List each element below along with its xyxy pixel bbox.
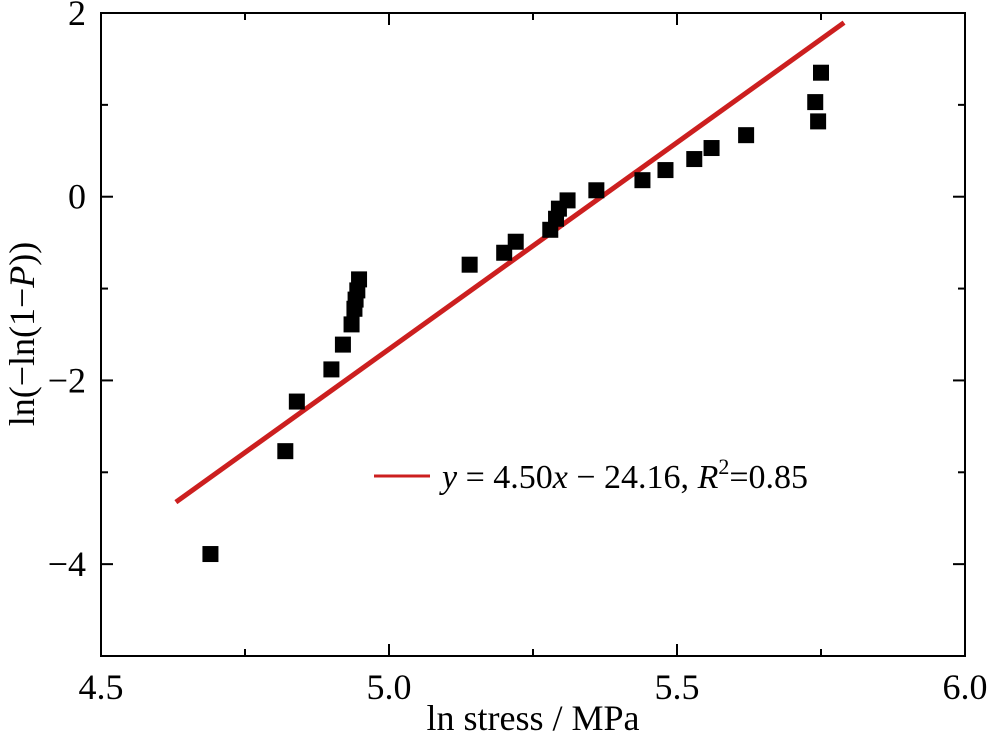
data-point: [807, 94, 824, 111]
y-axis-title-suffix: )): [2, 242, 42, 266]
x-tick-label: 5.0: [367, 667, 412, 707]
data-point: [507, 233, 524, 250]
data-point: [559, 192, 576, 209]
data-point: [288, 393, 305, 410]
legend-y-var: y: [439, 459, 458, 496]
data-point: [202, 546, 219, 563]
data-point: [277, 443, 294, 460]
y-tick-label: 0: [68, 177, 86, 217]
data-point: [334, 336, 351, 353]
data-point: [813, 64, 829, 81]
y-tick-label: 2: [68, 0, 86, 33]
legend-eq-mid: = 4.50: [457, 459, 553, 496]
fit-line-layer: [174, 20, 846, 505]
data-point: [738, 127, 755, 144]
y-axis-title-prefix: ln(−ln(1−: [2, 288, 42, 427]
legend-r-value: =0.85: [729, 459, 808, 496]
data-point: [810, 113, 827, 130]
x-tick-label: 5.5: [655, 667, 700, 707]
x-tick-label: 6.0: [943, 667, 988, 707]
data-point: [323, 361, 340, 378]
data-point: [686, 151, 703, 168]
data-points-layer: [202, 64, 829, 563]
data-point: [703, 140, 720, 157]
y-tick-label: −4: [48, 544, 86, 584]
axis-ticks: [100, 12, 966, 657]
data-point: [588, 182, 605, 199]
x-axis-title: ln stress / MPa: [426, 698, 639, 738]
legend-eq-tail: − 24.16,: [568, 459, 698, 496]
data-point: [351, 271, 368, 288]
y-axis-title: ln(−ln(1−P)): [2, 242, 42, 427]
fit-line: [174, 20, 846, 505]
legend-r-var: R: [697, 459, 719, 496]
y-tick-label: −2: [48, 360, 86, 400]
legend-equation: y = 4.50x − 24.16, R2=0.85: [439, 454, 808, 496]
data-point: [657, 162, 674, 179]
legend-x-var: x: [552, 459, 568, 496]
legend: y = 4.50x − 24.16, R2=0.85: [374, 454, 808, 496]
data-point: [461, 256, 478, 273]
y-axis-title-var: P: [2, 266, 42, 289]
x-tick-label: 4.5: [79, 667, 124, 707]
plot-frame: [100, 12, 966, 657]
axis-tick-labels: 4.5 5.0 5.5 6.0 −4 −2 0 2: [48, 0, 988, 707]
legend-r-exp: 2: [718, 454, 729, 479]
data-point: [343, 316, 360, 333]
data-point: [634, 172, 651, 189]
